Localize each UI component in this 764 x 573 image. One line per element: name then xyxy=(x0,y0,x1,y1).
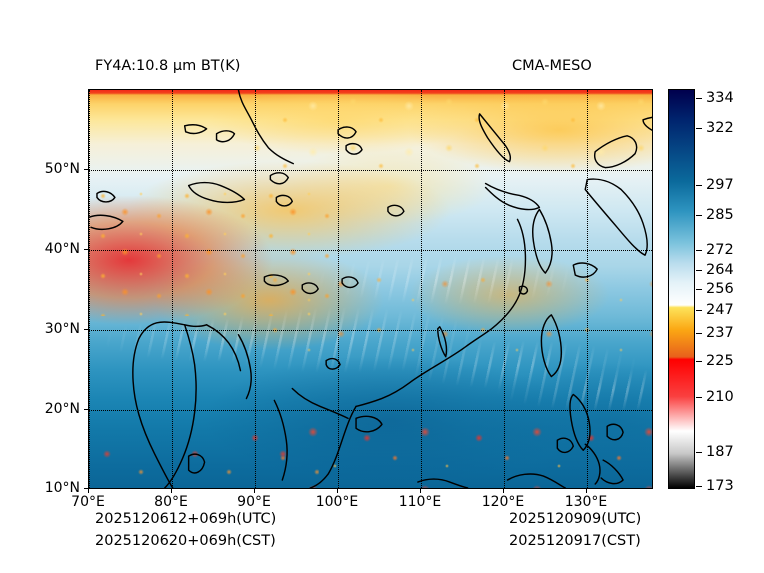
xtick-label-80E: 80°E xyxy=(154,494,188,510)
ytick-label-50N: 50°N xyxy=(44,161,80,177)
cbtick-mark-256 xyxy=(696,289,702,290)
cbtick-label-225: 225 xyxy=(706,353,734,369)
cbtick-mark-247 xyxy=(696,310,702,311)
gridline-lat-40 xyxy=(89,250,652,251)
colorbar[interactable] xyxy=(668,89,695,489)
convective-cells-north xyxy=(239,90,652,180)
cbtick-label-187: 187 xyxy=(706,444,734,460)
gridline-lon-100 xyxy=(338,90,339,488)
cbtick-label-272: 272 xyxy=(706,242,734,258)
ytick-mark-10N xyxy=(84,488,88,489)
cbtick-mark-264 xyxy=(696,270,702,271)
footer-obs-time-utc: 2025120909(UTC) xyxy=(509,511,642,527)
ytick-label-10N: 10°N xyxy=(44,480,80,496)
cbtick-label-264: 264 xyxy=(706,262,734,278)
gridline-lon-90 xyxy=(255,90,256,488)
xtick-mark-4 xyxy=(420,489,421,493)
xtick-mark-1 xyxy=(171,489,172,493)
ytick-mark-30N xyxy=(84,329,88,330)
xtick-label-110E: 110°E xyxy=(398,494,442,510)
figure-title-right: CMA-MESO xyxy=(512,58,592,74)
cbtick-mark-322 xyxy=(696,128,702,129)
cbtick-label-297: 297 xyxy=(706,177,734,193)
figure-title-left: FY4A:10.8 μm BT(K) xyxy=(95,58,241,74)
cbtick-label-256: 256 xyxy=(706,281,734,297)
gridline-lon-120 xyxy=(504,90,505,488)
northern-boundary-band xyxy=(89,90,652,95)
cbtick-mark-210 xyxy=(696,397,702,398)
gridline-lon-80 xyxy=(172,90,173,488)
xtick-label-90E: 90°E xyxy=(237,494,271,510)
cbtick-label-322: 322 xyxy=(706,120,734,136)
cbtick-label-237: 237 xyxy=(706,325,734,341)
cbtick-label-285: 285 xyxy=(706,207,734,223)
cbtick-mark-285 xyxy=(696,215,702,216)
footer-valid-time-cst: 2025120620+069h(CST) xyxy=(95,533,276,549)
gridline-lon-70 xyxy=(89,90,90,488)
cbtick-mark-334 xyxy=(696,98,702,99)
ytick-mark-50N xyxy=(84,169,88,170)
cbtick-mark-187 xyxy=(696,452,702,453)
cbtick-label-247: 247 xyxy=(706,302,734,318)
xtick-label-120E: 120°E xyxy=(481,494,525,510)
gridline-lat-30 xyxy=(89,330,652,331)
cbtick-mark-272 xyxy=(696,250,702,251)
gridline-lat-50 xyxy=(89,170,652,171)
cbtick-mark-297 xyxy=(696,185,702,186)
cbtick-label-210: 210 xyxy=(706,389,734,405)
cbtick-mark-237 xyxy=(696,333,702,334)
cbtick-label-334: 334 xyxy=(706,90,734,106)
map-axes[interactable] xyxy=(88,89,653,489)
cbtick-mark-173 xyxy=(696,486,702,487)
ytick-mark-20N xyxy=(84,409,88,410)
coastline-overlay xyxy=(89,90,652,488)
xtick-label-130E: 130°E xyxy=(564,494,608,510)
xtick-mark-0 xyxy=(88,489,89,493)
ytick-mark-40N xyxy=(84,249,88,250)
gridline-lat-20 xyxy=(89,410,652,411)
xtick-mark-6 xyxy=(586,489,587,493)
cbtick-mark-225 xyxy=(696,361,702,362)
gridline-lon-130 xyxy=(587,90,588,488)
convective-cells-central xyxy=(259,266,652,376)
xtick-label-100E: 100°E xyxy=(315,494,359,510)
ytick-label-30N: 30°N xyxy=(44,321,80,337)
xtick-label-70E: 70°E xyxy=(71,494,105,510)
ytick-label-40N: 40°N xyxy=(44,241,80,257)
xtick-mark-2 xyxy=(254,489,255,493)
xtick-mark-3 xyxy=(337,489,338,493)
footer-obs-time-cst: 2025120917(CST) xyxy=(509,533,641,549)
xtick-mark-5 xyxy=(503,489,504,493)
footer-valid-time-utc: 2025120612+069h(UTC) xyxy=(95,511,277,527)
cbtick-label-173: 173 xyxy=(706,478,734,494)
colorbar-gradient xyxy=(669,90,694,488)
ytick-label-20N: 20°N xyxy=(44,401,80,417)
gridline-lon-110 xyxy=(421,90,422,488)
